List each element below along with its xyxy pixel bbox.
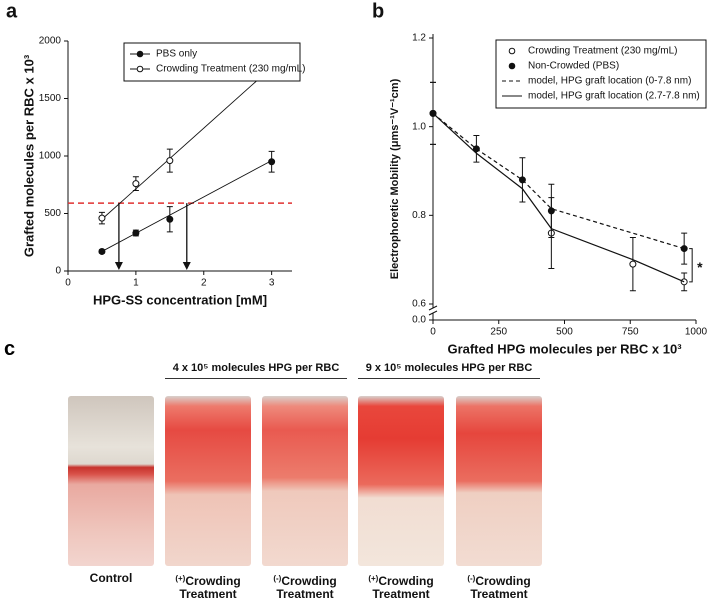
y-tick-label: 0.6 <box>412 299 426 310</box>
y-axis-label: Electrophoretic Mobility (μms⁻¹V⁻¹cm) <box>389 78 401 279</box>
x-tick-label: 1000 <box>685 327 708 338</box>
photo-caption: (-)Crowding Treatment <box>450 572 548 601</box>
fit-line <box>101 160 272 252</box>
arrow-head <box>182 262 191 270</box>
y-tick-label: 0.0 <box>412 315 426 326</box>
legend-label: Crowding Treatment (230 mg/mL) <box>156 64 306 75</box>
photo <box>456 396 542 566</box>
legend-label: Crowding Treatment (230 mg/mL) <box>528 46 678 57</box>
legend-marker <box>136 65 144 73</box>
data-point <box>166 215 174 223</box>
panel-label: c <box>4 338 16 360</box>
x-tick-label: 0 <box>430 327 436 338</box>
x-tick-label: 250 <box>490 327 507 338</box>
x-tick-label: 750 <box>622 327 639 338</box>
x-tick-label: 1 <box>133 278 139 289</box>
y-tick-label: 0.8 <box>412 210 426 221</box>
model-line <box>432 112 685 250</box>
axis-break <box>428 305 438 311</box>
photo <box>165 396 251 566</box>
y-tick-label: 500 <box>44 208 61 219</box>
x-axis-label: Grafted HPG molecules per RBC x 10³ <box>447 341 682 356</box>
data-point <box>132 180 140 188</box>
photo-caption: (-)Crowding Treatment <box>256 572 354 601</box>
y-tick-label: 0 <box>55 266 61 277</box>
photo-caption: Control <box>62 572 160 585</box>
x-tick-label: 2 <box>201 278 207 289</box>
x-tick-label: 500 <box>556 327 573 338</box>
data-point <box>680 245 688 253</box>
legend-frame <box>123 42 301 82</box>
caption-text: Crowding Treatment <box>470 574 531 601</box>
arrow-head <box>114 262 123 270</box>
axis-break <box>428 310 438 316</box>
caption-text: Crowding Treatment <box>276 574 337 601</box>
model-line <box>432 112 685 283</box>
data-point <box>268 158 276 166</box>
x-axis-label: HPG-SS concentration [mM] <box>93 292 267 307</box>
legend-label: model, HPG graft location (2.7-7.8 nm) <box>528 91 700 102</box>
legend-label: PBS only <box>156 49 197 60</box>
photo <box>358 396 444 566</box>
y-tick-label: 1.2 <box>412 33 426 44</box>
y-tick-label: 1.0 <box>412 121 426 132</box>
data-point <box>629 260 637 268</box>
bracket <box>689 248 693 283</box>
x-tick-label: 0 <box>65 278 71 289</box>
caption-text: Crowding Treatment <box>179 574 241 601</box>
caption-sign: (+) <box>175 574 186 583</box>
legend-marker <box>136 50 144 58</box>
legend-frame <box>495 39 707 109</box>
group-title: 4 x 10⁵ molecules HPG per RBC <box>165 362 347 379</box>
legend-marker <box>508 47 516 55</box>
x-tick-label: 3 <box>269 278 275 289</box>
photo <box>262 396 348 566</box>
y-tick-label: 1500 <box>39 93 62 104</box>
y-tick-label: 1000 <box>39 151 62 162</box>
caption-text: Control <box>89 571 133 585</box>
panel-label: b <box>372 0 384 22</box>
caption-text: Crowding Treatment <box>372 574 434 601</box>
group-title: 9 x 10⁵ molecules HPG per RBC <box>358 362 540 379</box>
data-point <box>98 214 106 222</box>
photo <box>68 396 154 566</box>
panel-label: a <box>6 0 18 22</box>
photo-caption: (+)Crowding Treatment <box>352 572 450 601</box>
photo-caption: (+)Crowding Treatment <box>159 572 257 601</box>
caption-sign: (-) <box>273 574 282 583</box>
legend-marker <box>508 62 516 70</box>
fit-line <box>101 67 272 220</box>
annotation: * <box>697 259 703 275</box>
legend-label: model, HPG graft location (0-7.8 nm) <box>528 76 691 87</box>
y-tick-label: 2000 <box>39 36 62 47</box>
y-axis-label: Grafted molecules per RBC x 10³ <box>21 54 36 257</box>
data-point <box>98 247 106 255</box>
caption-sign: (+) <box>368 574 379 583</box>
data-point <box>166 157 174 165</box>
data-point <box>132 229 140 237</box>
caption-sign: (-) <box>467 574 476 583</box>
legend-label: Non-Crowded (PBS) <box>528 61 619 72</box>
